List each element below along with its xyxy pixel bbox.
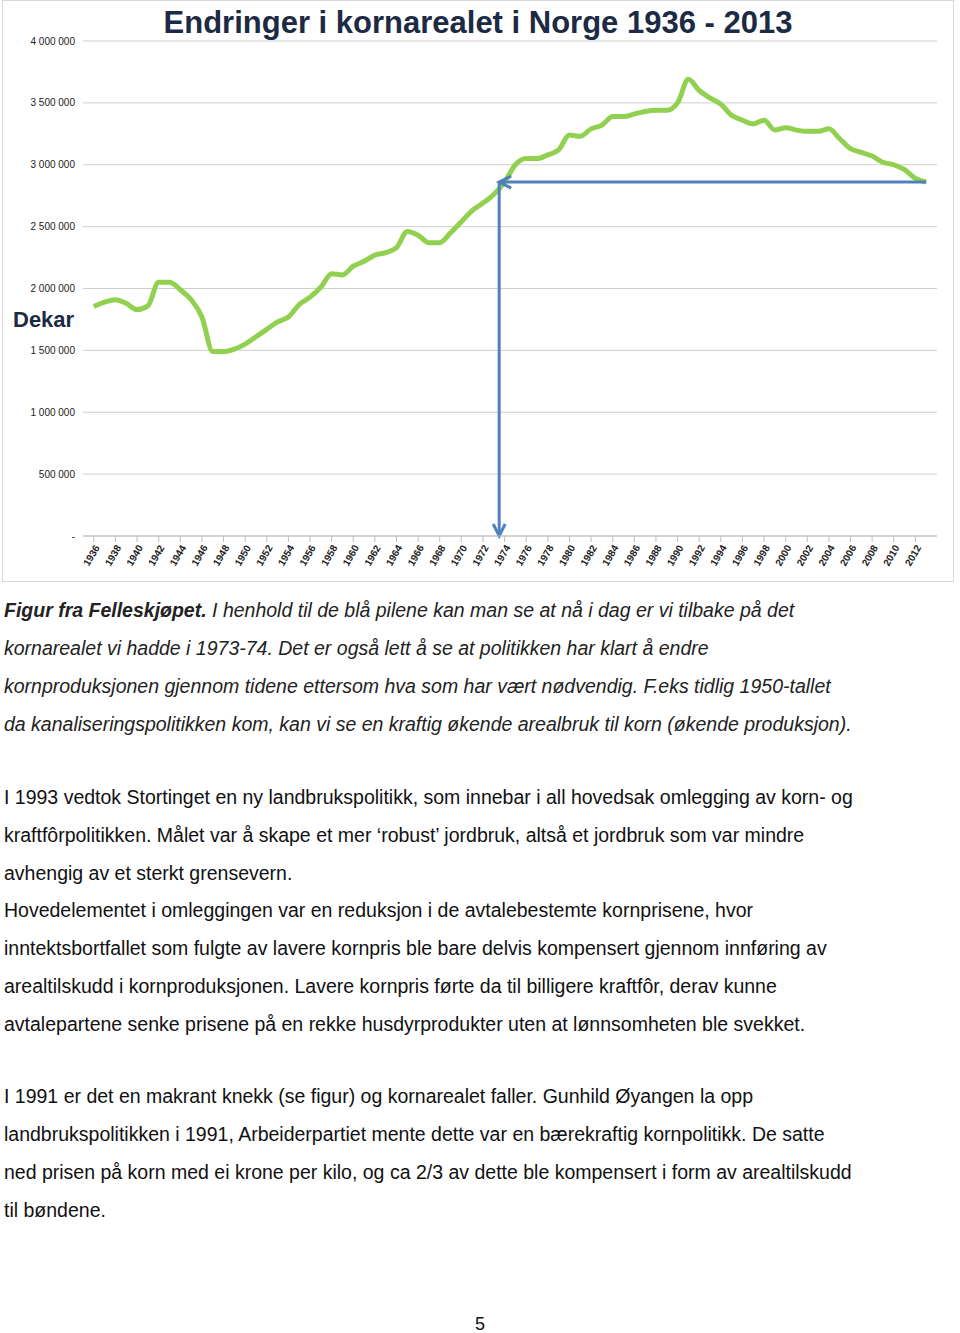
html-text:avhengig av et sterkt grenseve: avhengig av et sterkt grensevern. — [4, 862, 293, 884]
html-text:Figur fra Felleskjøpet. I henh: Figur fra Felleskjøpet. I henhold til de… — [4, 599, 795, 621]
svg-text:1952: 1952 — [254, 543, 275, 568]
svg-text:1968: 1968 — [427, 543, 448, 568]
svg-text:1988: 1988 — [643, 543, 664, 568]
html-text:da kanaliseringspolitikken kom: da kanaliseringspolitikken kom, kan vi s… — [4, 713, 852, 735]
svg-text:1958: 1958 — [319, 543, 340, 568]
svg-text:1966: 1966 — [405, 543, 426, 568]
svg-text:1948: 1948 — [211, 543, 232, 568]
html-text:til bøndene.: til bøndene. — [4, 1199, 106, 1221]
svg-text:2012: 2012 — [903, 543, 924, 568]
svg-text:1950: 1950 — [232, 543, 253, 568]
svg-text:500 000: 500 000 — [39, 469, 76, 480]
svg-text:3 000 000: 3 000 000 — [31, 159, 76, 170]
html-text:kornproduksjonen gjennom tiden: kornproduksjonen gjennom tidene ettersom… — [4, 675, 831, 697]
svg-text:1962: 1962 — [362, 543, 383, 568]
svg-text:1970: 1970 — [449, 543, 470, 568]
svg-text:-: - — [72, 531, 75, 542]
svg-text:2002: 2002 — [795, 543, 816, 568]
html-text:Dekar: Dekar — [13, 307, 75, 332]
svg-text:1972: 1972 — [470, 543, 491, 568]
svg-text:1940: 1940 — [124, 543, 145, 568]
svg-text:1946: 1946 — [189, 543, 210, 568]
svg-text:1978: 1978 — [535, 543, 556, 568]
svg-text:1980: 1980 — [557, 543, 578, 568]
svg-text:2 000 000: 2 000 000 — [31, 283, 76, 294]
svg-text:2 500 000: 2 500 000 — [31, 221, 76, 232]
html-text:ned prisen på korn med ei kron: ned prisen på korn med ei krone per kilo… — [4, 1161, 852, 1183]
svg-text:1992: 1992 — [686, 543, 707, 568]
html-text:5: 5 — [475, 1314, 485, 1333]
html-text:Hovedelementet i omleggingen v: Hovedelementet i omleggingen var en redu… — [4, 899, 753, 921]
svg-text:2010: 2010 — [881, 543, 902, 568]
html-text:landbrukspolitikken i 1991, Ar: landbrukspolitikken i 1991, Arbeiderpart… — [4, 1123, 825, 1145]
svg-text:1 000 000: 1 000 000 — [31, 407, 76, 418]
svg-text:1990: 1990 — [665, 543, 686, 568]
svg-text:4 000 000: 4 000 000 — [31, 36, 76, 47]
svg-text:2008: 2008 — [859, 543, 880, 568]
html-text:I 1993 vedtok Stortinget en ny: I 1993 vedtok Stortinget en ny landbruks… — [4, 786, 853, 808]
html-text:avtalepartene senke prisene på: avtalepartene senke prisene på en rekke … — [4, 1013, 806, 1035]
html-text:I 1991 er det en makrant knekk: I 1991 er det en makrant knekk (se figur… — [4, 1085, 753, 1107]
html-text:inntektsbortfallet som fulgte: inntektsbortfallet som fulgte av lavere … — [4, 937, 827, 959]
html-text:arealtilskudd i kornproduksjon: arealtilskudd i kornproduksjonen. Lavere… — [4, 975, 777, 997]
svg-text:2006: 2006 — [838, 543, 859, 568]
html-text:Endringer i kornarealet i Norg: Endringer i kornarealet i Norge 1936 - 2… — [163, 5, 793, 40]
svg-text:1954: 1954 — [276, 543, 297, 568]
svg-text:1956: 1956 — [297, 543, 318, 568]
svg-text:1936: 1936 — [81, 543, 102, 568]
svg-text:1984: 1984 — [600, 543, 621, 568]
svg-text:1 500 000: 1 500 000 — [31, 345, 76, 356]
svg-text:1982: 1982 — [578, 543, 599, 568]
svg-text:1960: 1960 — [340, 543, 361, 568]
svg-text:1994: 1994 — [708, 543, 729, 568]
svg-text:1974: 1974 — [492, 543, 513, 568]
svg-text:1976: 1976 — [513, 543, 534, 568]
html-text:kraftfôrpolitikken. Målet var: kraftfôrpolitikken. Målet var å skape et… — [4, 824, 805, 846]
svg-text:2004: 2004 — [816, 543, 837, 568]
svg-text:3 500 000: 3 500 000 — [31, 97, 76, 108]
svg-text:1996: 1996 — [730, 543, 751, 568]
svg-text:1964: 1964 — [384, 543, 405, 568]
svg-text:2000: 2000 — [773, 543, 794, 568]
svg-text:1998: 1998 — [751, 543, 772, 568]
svg-text:1938: 1938 — [103, 543, 124, 568]
svg-text:1986: 1986 — [622, 543, 643, 568]
svg-text:1942: 1942 — [146, 543, 167, 568]
html-text:kornarealet vi hadde i 1973-74: kornarealet vi hadde i 1973-74. Det er o… — [4, 637, 709, 659]
svg-text:1944: 1944 — [168, 543, 189, 568]
